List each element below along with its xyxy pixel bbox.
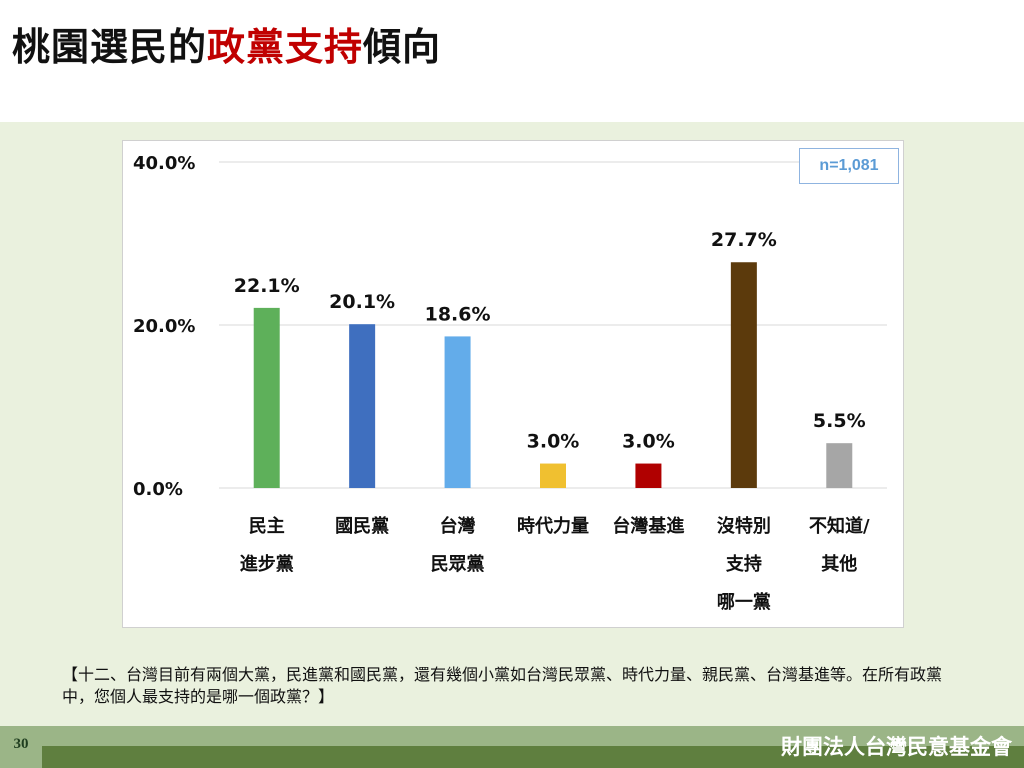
x-tick-label: 國民黨 bbox=[335, 515, 389, 537]
x-tick-label: 時代力量 bbox=[517, 515, 589, 537]
title-prefix: 桃園選民的 bbox=[12, 25, 208, 69]
data-label: 18.6% bbox=[425, 303, 491, 325]
page-number-box: 30 bbox=[0, 726, 42, 768]
x-tick-label: 民眾黨 bbox=[431, 553, 485, 575]
survey-question: 【十二、台灣目前有兩個大黨，民進黨和國民黨，還有幾個小黨如台灣民眾黨、時代力量、… bbox=[62, 665, 943, 706]
x-tick-label: 其他 bbox=[821, 553, 857, 575]
bar bbox=[253, 307, 280, 488]
data-label: 20.1% bbox=[329, 291, 395, 313]
sample-size-label: n=1,081 bbox=[819, 157, 879, 174]
chart-container: 0.0% 20.0% 40.0% 22.1% 民主進步黨 20.1% 國民黨 18.6% 台灣民… bbox=[122, 140, 904, 628]
sample-size-box: n=1,081 bbox=[799, 148, 899, 184]
organization-name: 財團法人台灣民意基金會 bbox=[781, 735, 1012, 759]
bar bbox=[635, 463, 662, 488]
x-tick-label: 進步黨 bbox=[240, 553, 294, 575]
data-label: 3.0% bbox=[527, 431, 580, 453]
title-suffix: 傾向 bbox=[363, 25, 442, 69]
footer-highlight bbox=[0, 726, 1024, 746]
x-tick-label: 哪一黨 bbox=[717, 591, 771, 613]
x-tick-label: 支持 bbox=[725, 553, 762, 575]
bar bbox=[444, 336, 471, 488]
data-label: 5.5% bbox=[813, 410, 866, 432]
title-area: 桃園選民的政黨支持傾向 bbox=[0, 0, 1024, 122]
x-tick-label: 不知道/ bbox=[809, 515, 870, 537]
bar bbox=[826, 443, 853, 488]
x-tick-label: 民主 bbox=[249, 515, 285, 537]
y-tick-label: 40.0% bbox=[133, 153, 195, 174]
x-tick-label: 台灣 bbox=[440, 515, 476, 537]
page-title: 桃園選民的政黨支持傾向 bbox=[12, 16, 441, 71]
x-tick-label: 台灣基進 bbox=[612, 515, 684, 537]
y-tick-label: 20.0% bbox=[133, 316, 195, 337]
title-highlight: 政黨支持 bbox=[207, 25, 364, 69]
data-label: 3.0% bbox=[622, 431, 675, 453]
page-number: 30 bbox=[13, 736, 29, 752]
data-label: 27.7% bbox=[711, 229, 777, 251]
data-label: 22.1% bbox=[234, 275, 300, 297]
bar bbox=[730, 262, 757, 488]
y-tick-label: 0.0% bbox=[133, 479, 183, 500]
bar bbox=[349, 324, 376, 488]
x-tick-label: 沒特別 bbox=[717, 515, 771, 537]
bar bbox=[540, 463, 566, 488]
